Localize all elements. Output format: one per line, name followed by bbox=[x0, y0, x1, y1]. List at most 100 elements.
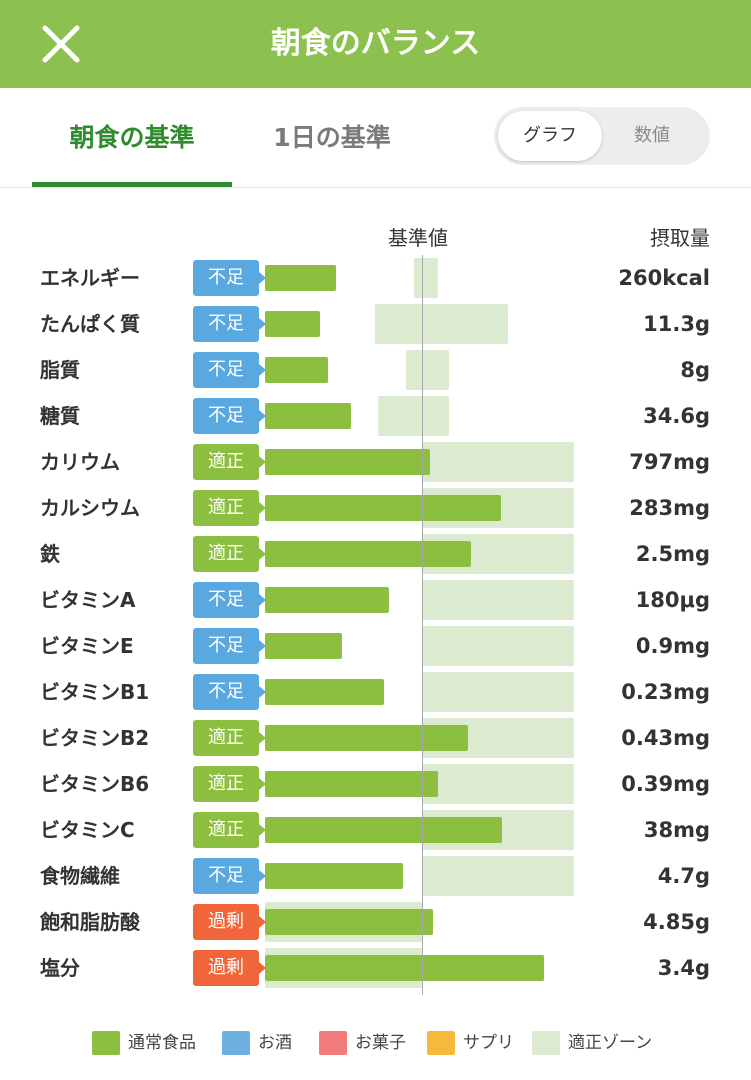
status-badge: 適正 bbox=[193, 720, 266, 756]
legend-label: 通常食品 bbox=[128, 1033, 196, 1053]
status-badge: 不足 bbox=[193, 352, 266, 388]
nutrient-row: 脂質 不足 8g bbox=[0, 347, 751, 393]
appropriate-zone bbox=[374, 304, 509, 344]
intake-bar bbox=[265, 449, 430, 475]
page-title: 朝食のバランス bbox=[270, 26, 481, 61]
standard-column-header: 基準値 bbox=[388, 226, 448, 250]
legend-swatch bbox=[532, 1031, 560, 1055]
intake-bar bbox=[265, 357, 328, 383]
legend-item: 通常食品 bbox=[92, 1028, 196, 1058]
appropriate-zone bbox=[422, 764, 575, 804]
legend-item: お菓子 bbox=[319, 1028, 406, 1058]
intake-value: 0.23mg bbox=[621, 680, 710, 704]
legend-swatch bbox=[319, 1031, 347, 1055]
close-icon[interactable] bbox=[40, 24, 82, 64]
app-header: 朝食のバランス bbox=[0, 0, 751, 88]
status-badge: 適正 bbox=[193, 812, 266, 848]
legend-swatch bbox=[427, 1031, 455, 1055]
nutrient-name: ビタミンA bbox=[40, 588, 136, 612]
intake-bar bbox=[265, 817, 503, 843]
nutrient-row: カルシウム 適正 283mg bbox=[0, 485, 751, 531]
status-badge: 不足 bbox=[193, 398, 266, 434]
nutrient-row: ビタミンB1 不足 0.23mg bbox=[0, 669, 751, 715]
nutrient-name: カリウム bbox=[40, 450, 120, 474]
intake-value: 0.43mg bbox=[621, 726, 710, 750]
nutrient-row: カリウム 適正 797mg bbox=[0, 439, 751, 485]
intake-value: 0.39mg bbox=[621, 772, 710, 796]
intake-bar bbox=[265, 311, 320, 337]
legend-swatch bbox=[222, 1031, 250, 1055]
status-badge: 不足 bbox=[193, 858, 266, 894]
active-tab-indicator bbox=[32, 182, 232, 187]
legend-item: お酒 bbox=[222, 1028, 292, 1058]
intake-value: 3.4g bbox=[657, 956, 710, 980]
status-badge: 適正 bbox=[193, 444, 266, 480]
nutrient-row: エネルギー 不足 260kcal bbox=[0, 255, 751, 301]
intake-value: 797mg bbox=[629, 450, 710, 474]
legend-label: 適正ゾーン bbox=[568, 1033, 653, 1053]
toggle-numbers[interactable]: 数値 bbox=[634, 125, 670, 146]
intake-bar bbox=[265, 955, 545, 981]
nutrient-row: 鉄 適正 2.5mg bbox=[0, 531, 751, 577]
intake-bar bbox=[265, 265, 336, 291]
nutrient-name: 塩分 bbox=[40, 956, 80, 980]
status-badge: 不足 bbox=[193, 582, 266, 618]
intake-value: 38mg bbox=[643, 818, 710, 842]
nutrient-name: たんぱく質 bbox=[40, 312, 140, 336]
appropriate-zone bbox=[422, 856, 575, 896]
intake-bar bbox=[265, 633, 342, 659]
intake-bar bbox=[265, 587, 390, 613]
nutrient-row: 飽和脂肪酸 過剰 4.85g bbox=[0, 899, 751, 945]
appropriate-zone bbox=[378, 396, 449, 436]
appropriate-zone bbox=[422, 580, 575, 620]
tab-daily-standard[interactable]: 1日の基準 bbox=[273, 123, 391, 152]
status-badge: 不足 bbox=[193, 674, 266, 710]
nutrient-row: ビタミンB2 適正 0.43mg bbox=[0, 715, 751, 761]
appropriate-zone bbox=[422, 626, 575, 666]
nutrient-name: 脂質 bbox=[40, 358, 80, 382]
intake-bar bbox=[265, 541, 471, 567]
legend-item: サプリ bbox=[427, 1028, 514, 1058]
intake-value: 8g bbox=[680, 358, 710, 382]
intake-value: 2.5mg bbox=[635, 542, 710, 566]
nutrient-row: ビタミンA 不足 180μg bbox=[0, 577, 751, 623]
intake-value: 11.3g bbox=[643, 312, 710, 336]
legend-item: 適正ゾーン bbox=[532, 1028, 652, 1058]
nutrient-name: ビタミンE bbox=[40, 634, 134, 658]
nutrient-name: ビタミンC bbox=[40, 818, 135, 842]
nutrient-name: 食物繊維 bbox=[40, 864, 120, 888]
intake-bar bbox=[265, 863, 404, 889]
legend-label: お菓子 bbox=[355, 1033, 406, 1053]
intake-value: 0.9mg bbox=[635, 634, 710, 658]
status-badge: 過剰 bbox=[193, 904, 266, 940]
nutrient-row: ビタミンB6 適正 0.39mg bbox=[0, 761, 751, 807]
nutrient-row: 塩分 過剰 3.4g bbox=[0, 945, 751, 991]
nutrient-name: ビタミンB2 bbox=[40, 726, 150, 750]
intake-bar bbox=[265, 679, 385, 705]
nutrient-name: ビタミンB6 bbox=[40, 772, 150, 796]
status-badge: 不足 bbox=[193, 628, 266, 664]
intake-bar bbox=[265, 403, 352, 429]
intake-value: 34.6g bbox=[643, 404, 710, 428]
tab-breakfast-standard[interactable]: 朝食の基準 bbox=[69, 123, 195, 152]
nutrient-row: 食物繊維 不足 4.7g bbox=[0, 853, 751, 899]
appropriate-zone bbox=[414, 258, 438, 298]
chart-legend: 通常食品 お酒 お菓子 サプリ 適正ゾーン bbox=[92, 1028, 712, 1058]
standard-value-line bbox=[422, 255, 423, 995]
status-badge: 適正 bbox=[193, 490, 266, 526]
intake-value: 4.7g bbox=[657, 864, 710, 888]
intake-value: 180μg bbox=[635, 588, 710, 612]
toggle-graph[interactable]: グラフ bbox=[498, 111, 602, 161]
status-badge: 適正 bbox=[193, 536, 266, 572]
appropriate-zone bbox=[422, 442, 575, 482]
legend-label: サプリ bbox=[463, 1033, 514, 1053]
intake-column-header: 摂取量 bbox=[650, 226, 710, 250]
legend-swatch bbox=[92, 1031, 120, 1055]
nutrient-name: カルシウム bbox=[40, 496, 140, 520]
intake-value: 260kcal bbox=[618, 266, 710, 290]
nutrient-chart: エネルギー 不足 260kcal たんぱく質 不足 11.3g 脂質 不足 8g 糖質 不足 34.6… bbox=[0, 255, 751, 995]
status-badge: 適正 bbox=[193, 766, 266, 802]
intake-bar bbox=[265, 495, 501, 521]
tab-bar: 朝食の基準 1日の基準 bbox=[0, 88, 751, 188]
intake-value: 283mg bbox=[629, 496, 710, 520]
